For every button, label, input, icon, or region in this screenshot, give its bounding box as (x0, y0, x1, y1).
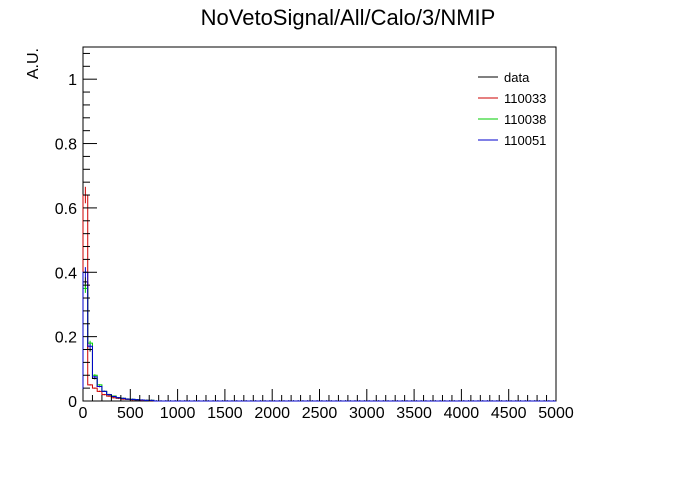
series-line-110033 (82, 194, 556, 402)
x-tick-label: 4500 (491, 405, 527, 422)
series-line-110038 (82, 287, 556, 402)
x-tick-label: 5000 (538, 405, 574, 422)
legend-label-110051: 110051 (504, 133, 546, 148)
x-tick-label: 3500 (396, 405, 432, 422)
x-tick-label: 1000 (160, 405, 196, 422)
y-tick-label: 1 (68, 72, 77, 89)
series-layer (82, 186, 556, 402)
x-tick-label: 2000 (254, 405, 290, 422)
x-tick-label: 3000 (349, 405, 385, 422)
chart-title: NoVetoSignal/All/Calo/3/NMIP (201, 5, 496, 30)
series-line-110051 (82, 271, 556, 402)
x-tick-label: 500 (117, 405, 144, 422)
plot-border (82, 46, 557, 402)
legend: data 110033 110038 110051 (478, 70, 546, 148)
legend-label-110038: 110038 (504, 112, 546, 127)
axis-layer: 0 500 1000 1500 2000 2500 3000 3500 4000 4500 5000… (55, 52, 574, 422)
x-tick-label: 2500 (302, 405, 338, 422)
y-tick-label: 0.2 (55, 330, 77, 347)
y-tick-label: 0.4 (55, 265, 77, 282)
series-line-data (82, 281, 556, 402)
plot-frame (82, 46, 557, 402)
x-tick-label: 0 (79, 405, 88, 422)
x-tick-label: 4000 (444, 405, 480, 422)
y-axis-label: A.U. (25, 48, 42, 79)
legend-label-data: data (504, 70, 530, 85)
y-tick-label: 0 (68, 394, 77, 411)
x-tick-label: 1500 (207, 405, 243, 422)
y-tick-label: 0.8 (55, 137, 77, 154)
y-tick-label: 0.6 (55, 201, 77, 218)
legend-label-110033: 110033 (504, 91, 546, 106)
